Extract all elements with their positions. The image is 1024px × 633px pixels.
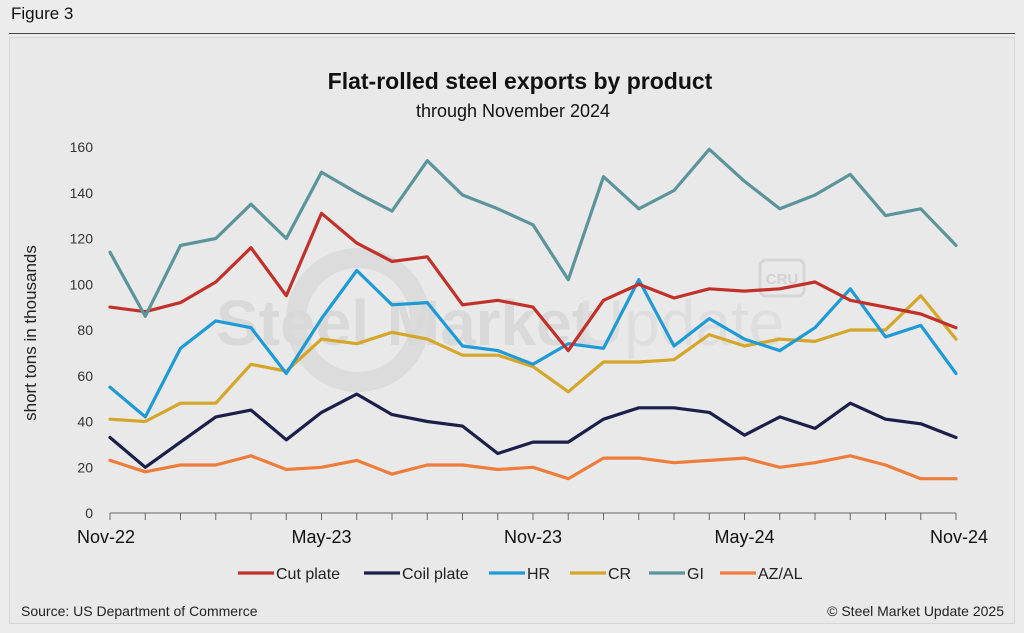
y-tick-label: 140 xyxy=(70,185,94,201)
y-axis-ticks: 0 20 40 60 80 100 120 140 160 xyxy=(70,139,94,521)
y-tick-label: 160 xyxy=(70,139,94,155)
watermark-strong-text: Steel Market xyxy=(216,287,593,359)
legend-label: Coil plate xyxy=(402,566,469,583)
y-tick-label: 60 xyxy=(77,368,93,384)
legend-label: HR xyxy=(527,566,550,583)
copyright-note: © Steel Market Update 2025 xyxy=(827,603,1004,619)
series-line-gi xyxy=(108,147,958,318)
x-tick-label: May-24 xyxy=(714,527,774,547)
watermark-badge-icon xyxy=(758,258,806,298)
x-tick-label: Nov-24 xyxy=(930,527,988,547)
y-tick-label: 80 xyxy=(77,322,93,338)
y-tick-label: 0 xyxy=(85,505,93,521)
chart-title: Flat-rolled steel exports by product xyxy=(328,68,713,94)
legend-label: GI xyxy=(687,566,704,583)
source-note: Source: US Department of Commerce xyxy=(21,603,258,619)
y-tick-label: 100 xyxy=(70,276,94,292)
watermark-light-text: Update xyxy=(578,287,784,359)
y-tick-label: 40 xyxy=(77,414,93,430)
series-line-az-al xyxy=(108,454,958,481)
series-line-hr xyxy=(108,268,958,419)
y-axis-label: short tons in thousands xyxy=(21,245,40,421)
figure-label: Figure 3 xyxy=(11,4,74,23)
series-line-coil-plate xyxy=(108,392,958,469)
legend-label: AZ/AL xyxy=(758,566,803,583)
y-tick-label: 120 xyxy=(70,231,94,247)
x-tick-label: May-23 xyxy=(291,527,351,547)
series-line-cr xyxy=(108,294,958,424)
watermark: Steel Market Update CRU xyxy=(216,248,806,392)
legend-label: CR xyxy=(608,566,631,583)
legend-label: Cut plate xyxy=(276,566,340,583)
watermark-logo-icon xyxy=(286,248,430,392)
chart-subtitle: through November 2024 xyxy=(416,101,610,121)
figure-divider xyxy=(9,33,1015,34)
series-line-cut-plate xyxy=(108,211,958,353)
series-lines xyxy=(108,147,958,481)
y-tick-label: 20 xyxy=(77,459,93,475)
legend: Cut plate Coil plate HR CR GI AZ/AL xyxy=(238,566,803,583)
watermark-badge-text: CRU xyxy=(766,271,799,288)
x-tick-label: Nov-22 xyxy=(77,527,135,547)
x-tick-label: Nov-23 xyxy=(504,527,562,547)
x-axis-ticks: Nov-22 May-23 Nov-23 May-24 Nov-24 xyxy=(77,513,988,547)
